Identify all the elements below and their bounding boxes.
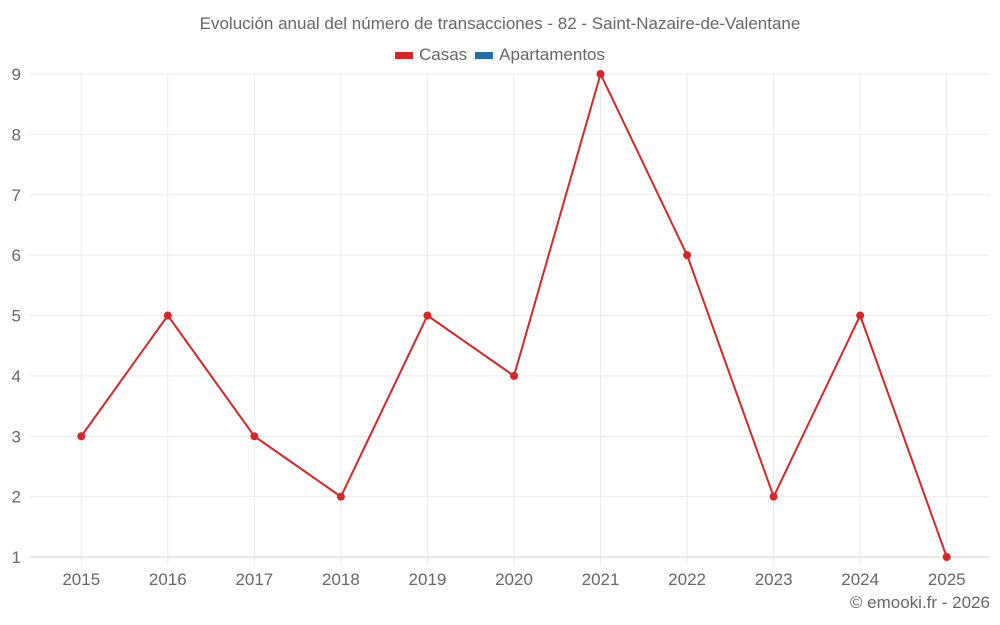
y-tick-label: 6 xyxy=(12,246,21,265)
chart-legend: Casas Apartamentos xyxy=(0,45,1000,65)
legend-item-apartamentos[interactable]: Apartamentos xyxy=(475,45,605,65)
chart-title: Evolución anual del número de transaccio… xyxy=(199,14,801,33)
x-tick-label: 2022 xyxy=(668,570,706,589)
credit-text: © emooki.fr - 2026 xyxy=(849,593,990,612)
data-point[interactable] xyxy=(163,311,172,320)
legend-label: Casas xyxy=(418,45,468,64)
data-point[interactable] xyxy=(683,251,692,260)
y-tick-label: 1 xyxy=(12,548,21,567)
x-tick-label: 2019 xyxy=(409,570,447,589)
x-tick-label: 2023 xyxy=(755,570,793,589)
x-tick-label: 2018 xyxy=(322,570,360,589)
y-tick-label: 2 xyxy=(12,488,21,507)
x-tick-label: 2024 xyxy=(841,570,879,589)
x-tick-label: 2021 xyxy=(582,570,620,589)
y-tick-label: 4 xyxy=(12,367,21,386)
x-tick-label: 2015 xyxy=(62,570,100,589)
data-point[interactable] xyxy=(596,70,605,78)
x-tick-label: 2025 xyxy=(928,570,966,589)
y-tick-label: 8 xyxy=(12,125,21,144)
data-point[interactable] xyxy=(423,311,432,320)
data-point[interactable] xyxy=(336,492,345,501)
y-tick-label: 3 xyxy=(12,427,21,446)
data-point[interactable] xyxy=(942,553,951,561)
y-tick-label: 5 xyxy=(12,307,21,326)
data-point[interactable] xyxy=(856,311,865,320)
x-tick-label: 2020 xyxy=(495,570,533,589)
legend-item-casas[interactable]: Casas xyxy=(394,45,468,65)
data-point[interactable] xyxy=(510,371,518,380)
y-tick-label: 9 xyxy=(12,65,21,84)
y-tick-label: 7 xyxy=(12,186,21,205)
data-point[interactable] xyxy=(250,432,259,441)
legend-label: Apartamentos xyxy=(499,45,606,64)
legend-swatch-casas xyxy=(394,51,413,59)
data-point[interactable] xyxy=(77,432,86,441)
x-tick-label: 2016 xyxy=(149,570,187,589)
legend-swatch-apartamentos xyxy=(475,51,494,59)
data-point[interactable] xyxy=(769,492,778,501)
x-tick-label: 2017 xyxy=(235,570,273,589)
